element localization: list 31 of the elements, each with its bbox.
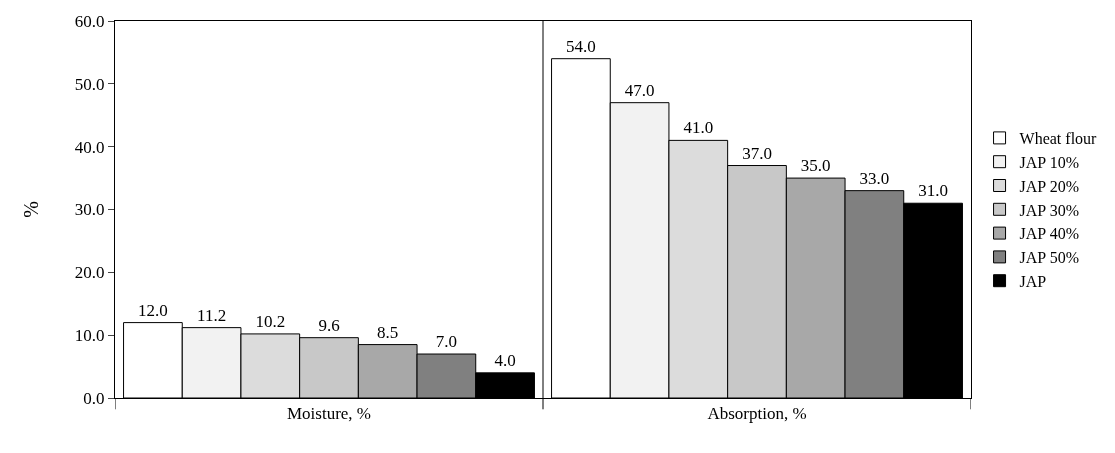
data-label: 31.0 [918,181,948,201]
data-label: 41.0 [683,118,714,138]
data-label: 9.6 [318,315,340,335]
data-label: 54.0 [566,36,596,56]
legend-label: JAP 40% [1019,225,1079,243]
y-tick-label: 30.0 [74,200,105,220]
y-tick-label: 50.0 [74,74,105,94]
data-label: 8.5 [377,322,399,342]
legend-label: JAP 50% [1019,249,1079,267]
y-axis-title: % [20,201,43,218]
data-label: 37.0 [742,143,772,163]
legend-label: Wheat flour [1019,130,1098,148]
data-label: 7.0 [435,332,458,352]
data-label: 47.0 [624,80,655,100]
data-label: 35.0 [800,156,831,176]
y-tick-label: 10.0 [74,326,105,346]
x-tick-label: Absorption, % [707,404,807,424]
legend-label: JAP 10% [1019,153,1079,171]
legend-label: JAP 30% [1019,201,1079,219]
y-tick-label: 60.0 [74,11,105,31]
data-label: 10.2 [255,311,286,331]
y-tick-label: 0.0 [83,388,105,408]
data-label: 11.2 [197,305,227,325]
y-tick-label: 20.0 [74,263,105,283]
x-tick-label: Moisture, % [286,404,372,424]
legend-label: JAP [1019,272,1047,290]
data-label: 33.0 [859,168,890,188]
data-label: 4.0 [494,350,516,370]
data-label: 12.0 [138,300,168,320]
y-tick-label: 40.0 [74,137,105,157]
legend-label: JAP 20% [1019,177,1079,195]
